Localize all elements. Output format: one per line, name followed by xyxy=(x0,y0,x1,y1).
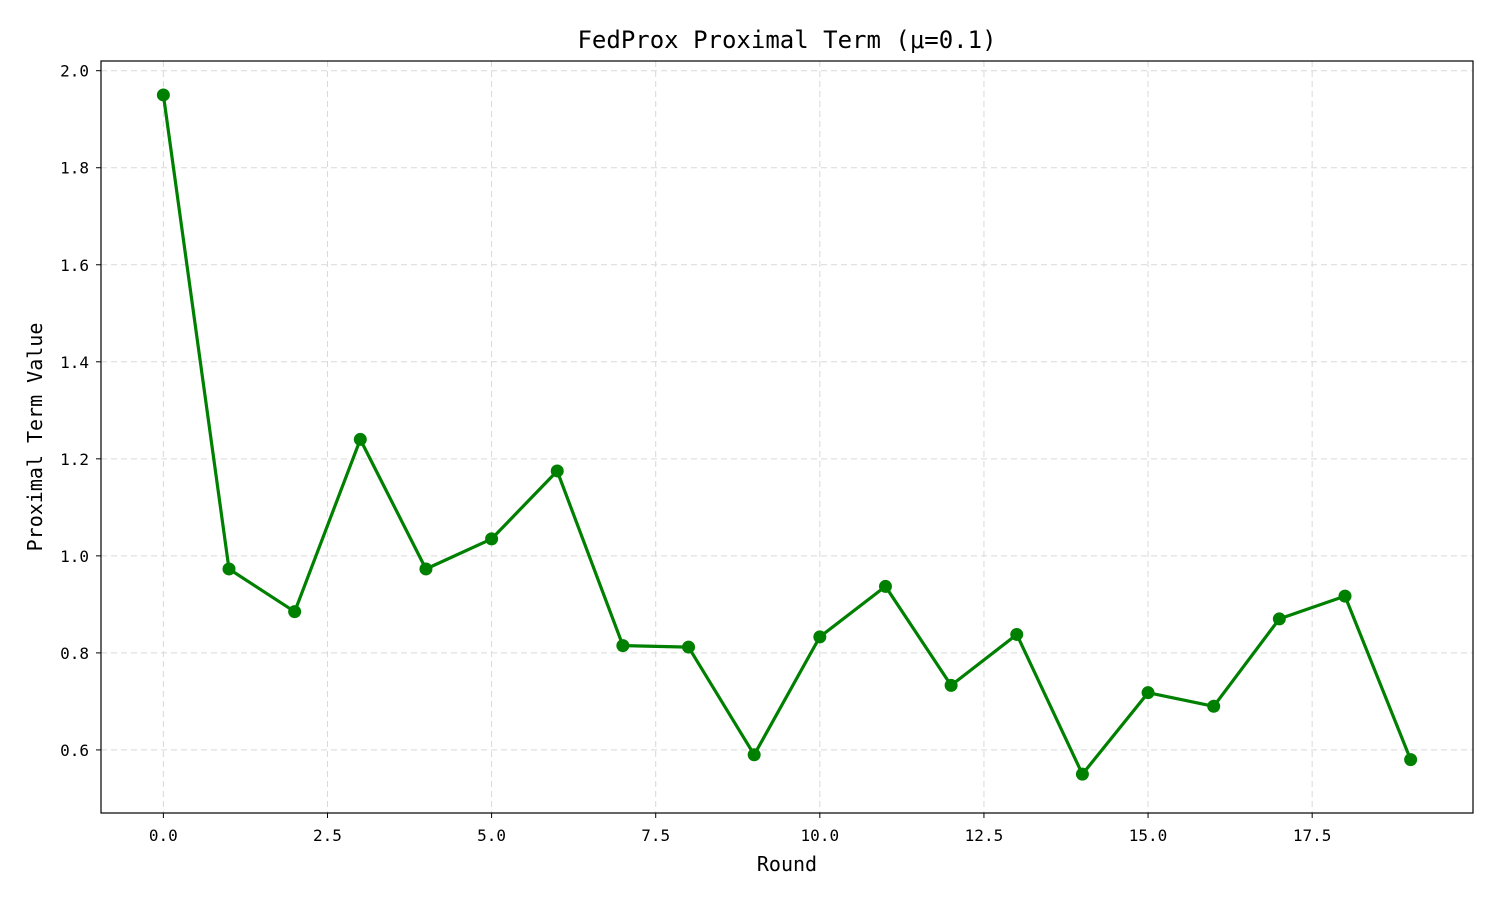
data-point xyxy=(222,562,236,576)
series-line-layer xyxy=(161,94,1413,776)
data-point xyxy=(288,605,302,619)
x-tick-label: 2.5 xyxy=(313,826,342,845)
data-point xyxy=(878,579,892,593)
plot-frame xyxy=(100,60,1474,814)
x-tick-label: 17.5 xyxy=(1293,826,1332,845)
data-point xyxy=(1272,612,1286,626)
chart-title: FedProx Proximal Term (μ=0.1) xyxy=(577,26,996,54)
data-point xyxy=(1404,753,1418,767)
x-tick-label: 15.0 xyxy=(1129,826,1168,845)
y-tick-label: 1.0 xyxy=(60,547,89,566)
x-tick-label: 5.0 xyxy=(477,826,506,845)
y-axis-label: Proximal Term Value xyxy=(23,323,47,552)
y-tick-label: 1.4 xyxy=(60,353,89,372)
x-tick-label: 0.0 xyxy=(149,826,178,845)
data-point xyxy=(156,88,170,102)
y-tick-label: 0.8 xyxy=(60,644,89,663)
data-point xyxy=(813,630,827,644)
y-tick-label: 0.6 xyxy=(60,741,89,760)
x-axis-label: Round xyxy=(757,852,817,876)
x-tick-label: 7.5 xyxy=(641,826,670,845)
y-axis-ticks: 0.6 0.8 1.0 1.2 1.4 1.6 1.8 2.0 xyxy=(60,62,101,760)
y-tick-label: 1.6 xyxy=(60,256,89,275)
y-tick-label: 1.2 xyxy=(60,450,89,469)
data-point xyxy=(616,639,630,653)
data-point xyxy=(944,678,958,692)
data-point xyxy=(1010,627,1024,641)
data-point xyxy=(1141,686,1155,700)
data-point xyxy=(682,640,696,654)
data-point xyxy=(550,464,564,478)
data-point xyxy=(419,562,433,576)
data-point xyxy=(1207,699,1221,713)
x-tick-label: 10.0 xyxy=(801,826,840,845)
x-tick-label: 12.5 xyxy=(965,826,1004,845)
grid xyxy=(101,61,1473,813)
data-point xyxy=(747,748,761,762)
data-points xyxy=(156,88,1418,781)
series-line xyxy=(161,94,1413,776)
data-point xyxy=(1075,767,1089,781)
data-point xyxy=(485,532,499,546)
data-point xyxy=(353,432,367,446)
y-tick-label: 2.0 xyxy=(60,62,89,81)
y-tick-label: 1.8 xyxy=(60,159,89,178)
data-point xyxy=(1338,589,1352,603)
x-axis-ticks: 0.0 2.5 5.0 7.5 10.0 12.5 15.0 17.5 xyxy=(149,813,1332,845)
